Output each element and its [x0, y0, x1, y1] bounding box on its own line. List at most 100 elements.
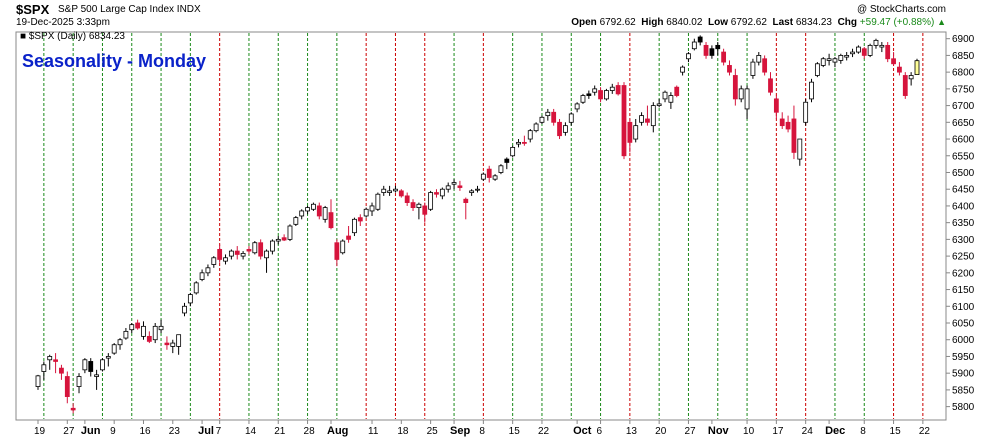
- x-tick-label: 14: [245, 426, 257, 437]
- candle-body: [580, 95, 586, 103]
- y-tick-label: 6100: [952, 302, 975, 313]
- y-tick-label: 6400: [952, 201, 975, 212]
- y-tick-label: 5800: [952, 402, 975, 413]
- candle-body: [721, 51, 727, 63]
- candle-body: [369, 205, 375, 212]
- y-tick-label: 6800: [952, 68, 975, 79]
- candle-body: [856, 46, 861, 53]
- candle-body: [809, 81, 814, 100]
- chart-title: Seasonality - Monday: [22, 51, 206, 71]
- candle-body: [633, 125, 639, 140]
- open-label: Open: [571, 17, 597, 28]
- candle-body: [879, 44, 885, 48]
- candle-body: [269, 240, 275, 252]
- candle-body: [287, 225, 293, 240]
- candle-body: [164, 342, 170, 346]
- candle-body: [627, 121, 633, 143]
- y-tick-label: 5900: [952, 369, 975, 380]
- x-tick-label: 25: [427, 426, 439, 437]
- candle-body: [885, 44, 891, 60]
- candle-body: [680, 66, 685, 73]
- candle-body: [451, 182, 457, 185]
- y-axis: 5800 5850 5900 5950 6000 6050 6100 6150 6200 6250…: [946, 34, 975, 413]
- candle-body: [416, 203, 422, 209]
- candle-body: [773, 98, 779, 113]
- up-arrow-icon: ▲: [937, 17, 946, 27]
- x-tick-label: 15: [890, 426, 902, 437]
- candle-body: [217, 249, 223, 260]
- candle-body: [656, 103, 662, 106]
- x-tick-label: 11: [368, 426, 379, 437]
- x-tick-label: 9: [110, 426, 116, 437]
- candle-body: [563, 125, 568, 133]
- candle-body: [211, 257, 217, 265]
- candle-body: [375, 193, 381, 210]
- candle-body: [908, 75, 914, 80]
- candle-body: [674, 86, 680, 96]
- candle-body: [744, 88, 750, 110]
- candle-body: [59, 367, 64, 374]
- candle-body: [311, 203, 316, 210]
- candlestick-series: [35, 35, 920, 414]
- candle-body: [193, 282, 199, 294]
- candle-body: [756, 55, 762, 63]
- y-tick-label: 6350: [952, 218, 975, 229]
- candle-body: [346, 235, 351, 240]
- candle-body: [41, 364, 47, 372]
- candle-body: [64, 376, 70, 397]
- candle-body: [539, 116, 545, 123]
- candle-body: [609, 86, 615, 91]
- y-tick-label: 6000: [952, 335, 975, 346]
- x-tick-label: 22: [919, 426, 931, 437]
- monday-gridlines: [43, 33, 924, 419]
- candle-body: [117, 339, 123, 346]
- candle-body: [686, 53, 691, 60]
- candle-body: [305, 207, 310, 212]
- timestamp-label: 19-Dec-2025 3:33pm: [16, 17, 110, 28]
- candle-body: [47, 356, 53, 361]
- candle-body: [803, 101, 809, 123]
- candle-body: [152, 325, 158, 341]
- candle-body: [615, 85, 621, 95]
- candle-body: [53, 359, 58, 362]
- candle-body: [404, 195, 410, 203]
- candle-body: [551, 111, 557, 123]
- x-tick-label: 21: [274, 426, 286, 437]
- candle-body: [516, 141, 521, 145]
- candle-body: [639, 115, 644, 123]
- candle-body: [100, 359, 105, 371]
- x-tick-label: 27: [684, 426, 696, 437]
- candle-body: [422, 205, 428, 215]
- candle-body: [428, 192, 434, 210]
- y-tick-label: 6250: [952, 252, 975, 263]
- candle-body: [527, 130, 533, 140]
- x-tick-label: 13: [626, 426, 638, 437]
- candle-body: [533, 123, 539, 132]
- candle-body: [662, 91, 668, 100]
- candle-body: [703, 44, 709, 56]
- candle-body: [445, 185, 451, 190]
- candle-body: [123, 330, 129, 339]
- candle-body: [791, 118, 797, 153]
- y-tick-label: 6650: [952, 118, 975, 129]
- x-tick-label: 6: [597, 426, 603, 437]
- chg-value: +59.47 (+0.88%): [859, 17, 935, 28]
- candle-body: [205, 267, 211, 274]
- candle-body: [727, 65, 732, 73]
- candle-body: [762, 58, 768, 73]
- candle-body: [246, 249, 252, 252]
- candle-body: [352, 218, 357, 234]
- candle-body: [697, 36, 703, 43]
- candle-body: [797, 138, 803, 160]
- candle-body: [94, 374, 99, 377]
- y-tick-label: 6550: [952, 151, 975, 162]
- candle-body: [281, 237, 287, 241]
- y-tick-label: 6750: [952, 84, 975, 95]
- x-tick-label: 24: [802, 426, 814, 437]
- candle-body: [187, 294, 193, 304]
- candle-body: [492, 175, 498, 180]
- y-tick-label: 6200: [952, 268, 975, 279]
- candle-body: [82, 359, 88, 371]
- candle-body: [592, 88, 598, 93]
- low-value: 6792.62: [730, 17, 767, 28]
